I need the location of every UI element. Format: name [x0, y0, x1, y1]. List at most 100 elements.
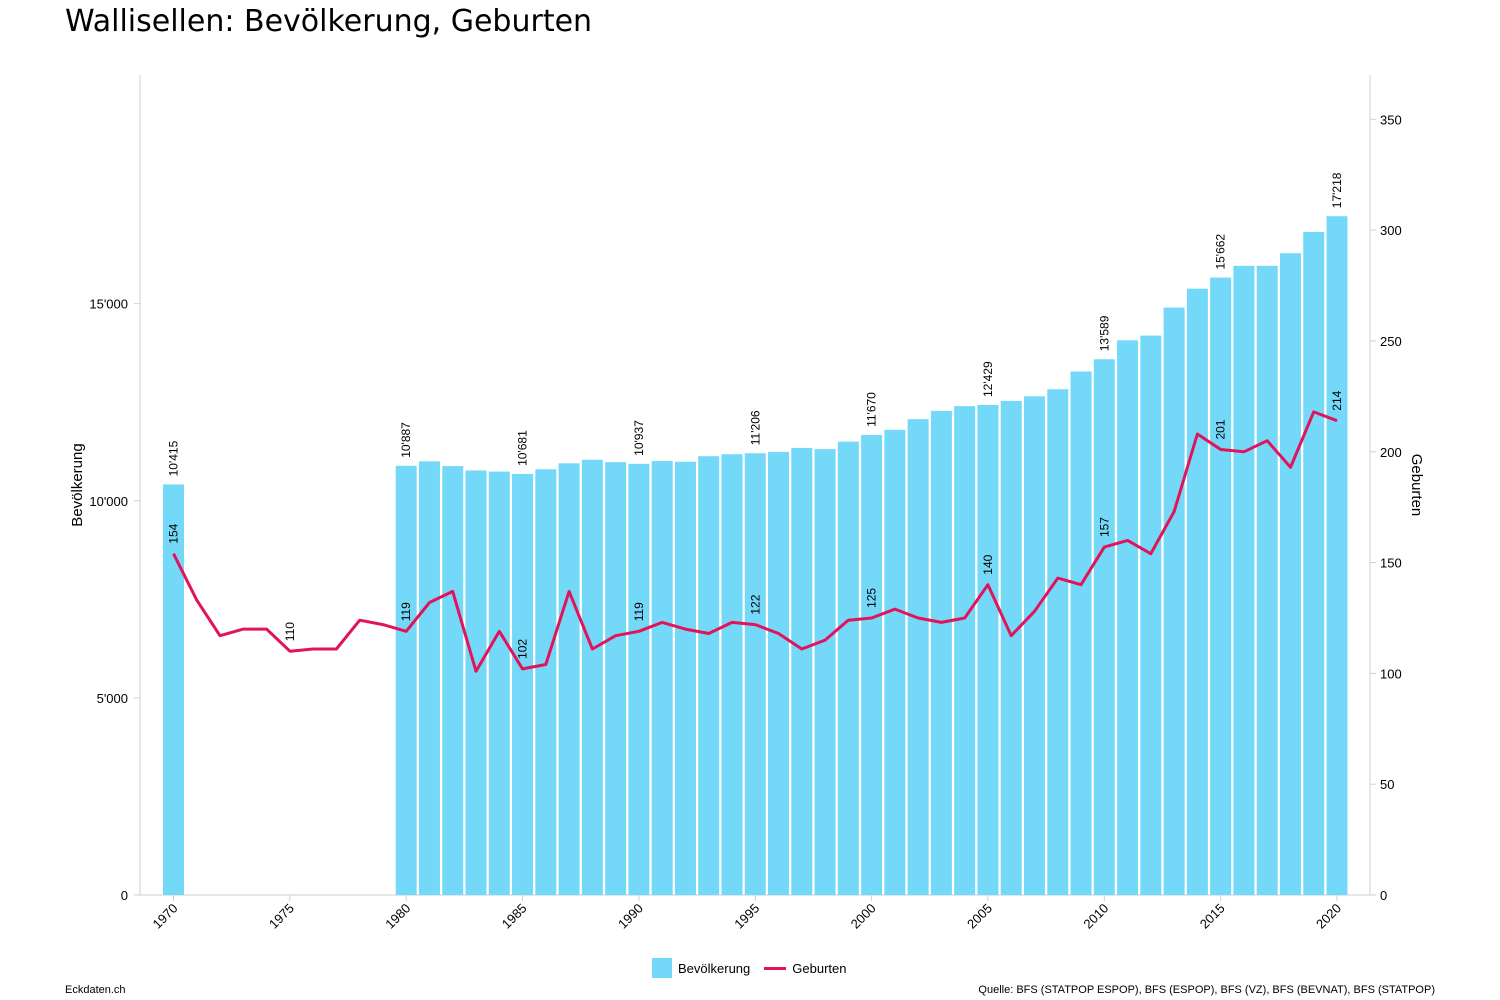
- y-tick-label-right: 0: [1380, 888, 1387, 903]
- bar-value-label: 17'218: [1330, 172, 1344, 208]
- bar: [558, 463, 580, 895]
- line-value-label: 157: [1097, 517, 1111, 537]
- bar-value-label: 10'415: [167, 440, 181, 476]
- x-tick-label: 1995: [731, 901, 762, 932]
- bar: [465, 470, 487, 895]
- bar: [954, 406, 976, 895]
- bar: [1023, 396, 1045, 895]
- x-tick-label: 1970: [150, 901, 181, 932]
- bar-value-label: 15'662: [1214, 234, 1228, 270]
- bar: [1070, 371, 1092, 895]
- bar: [1210, 277, 1232, 895]
- bar: [791, 447, 813, 895]
- footer-site: Eckdaten.ch: [65, 984, 126, 996]
- x-tick-label: 1975: [266, 901, 297, 932]
- y-tick-label-right: 50: [1380, 777, 1394, 792]
- bar: [651, 460, 673, 895]
- y-tick-label-left: 15'000: [89, 297, 128, 312]
- line-value-label: 119: [399, 602, 413, 621]
- y-tick-label-left: 5'000: [97, 691, 128, 706]
- data-labels: 10'415 10'887 10'681 10'937 11'206 11'670 12'4…: [167, 172, 1345, 659]
- bar: [442, 466, 464, 895]
- bar: [1233, 265, 1255, 895]
- bar: [1186, 288, 1208, 895]
- x-tick-label: 2015: [1197, 901, 1228, 932]
- bar-series-bevoelkerung: [163, 216, 1348, 896]
- bar: [1000, 401, 1022, 895]
- legend-label-bevoelkerung: Bevölkerung: [678, 960, 751, 976]
- legend-swatch-bevoelkerung: [652, 958, 672, 978]
- line-value-label: 102: [516, 639, 530, 659]
- bar: [837, 441, 859, 895]
- y-tick-label-right: 250: [1380, 334, 1402, 349]
- bar: [674, 461, 696, 895]
- line-value-label: 119: [632, 602, 646, 621]
- line-value-label: 122: [748, 594, 762, 614]
- x-tick-label: 1990: [615, 901, 646, 932]
- bar-value-label: 12'429: [981, 361, 995, 397]
- bar: [163, 484, 184, 895]
- bar: [814, 449, 836, 895]
- bar: [861, 434, 883, 895]
- x-tick-label: 2010: [1080, 901, 1111, 932]
- bar: [1047, 389, 1069, 895]
- bar: [1256, 265, 1278, 895]
- bar: [1163, 307, 1185, 895]
- bar: [907, 419, 929, 895]
- line-value-label: 214: [1330, 390, 1344, 410]
- line-value-label: 154: [167, 523, 181, 543]
- bar: [698, 456, 720, 895]
- bar-value-label: 10'681: [516, 430, 530, 466]
- bar-value-label: 11'206: [748, 410, 762, 445]
- line-value-label: 201: [1214, 419, 1228, 439]
- line-value-label: 140: [981, 554, 995, 574]
- y-tick-label-right: 100: [1380, 666, 1402, 681]
- y-tick-label-right: 300: [1380, 223, 1402, 238]
- x-tick-label: 2005: [964, 901, 995, 932]
- legend-label-geburten: Geburten: [792, 960, 847, 976]
- bar: [1140, 335, 1162, 895]
- x-tick-label: 2020: [1313, 901, 1344, 932]
- bar-value-label: 10'887: [399, 422, 413, 458]
- bar: [395, 465, 417, 895]
- bar: [721, 454, 743, 895]
- bar: [1279, 253, 1301, 895]
- bar: [1326, 216, 1348, 896]
- y-tick-label-right: 200: [1380, 445, 1402, 460]
- bar: [605, 462, 627, 895]
- legend-swatch-geburten: [764, 966, 787, 970]
- chart-title: Wallisellen: Bevölkerung, Geburten: [65, 4, 593, 39]
- y-axis-title-left: Bevölkerung: [69, 443, 86, 526]
- x-tick-label: 1980: [382, 901, 413, 932]
- line-path: [172, 410, 1338, 673]
- line-value-label: 125: [865, 588, 879, 608]
- bar: [977, 405, 999, 895]
- bar-value-label: 13'589: [1097, 315, 1111, 351]
- bar-value-label: 10'937: [632, 420, 646, 456]
- bar: [1117, 340, 1139, 895]
- bar: [744, 453, 766, 895]
- footer-source: Quelle: BFS (STATPOP ESPOP), BFS (ESPOP)…: [978, 984, 1435, 996]
- bar: [535, 469, 557, 895]
- x-tick-label: 2000: [848, 901, 879, 932]
- x-tick-label: 1985: [499, 901, 530, 932]
- bar: [884, 429, 906, 895]
- line-series-geburten: [172, 410, 1338, 673]
- y-axis-title-right: Geburten: [1408, 454, 1425, 517]
- line-value-label: 110: [283, 622, 297, 641]
- legend: Bevölkerung Geburten: [652, 958, 846, 978]
- bar: [418, 461, 440, 895]
- bar: [628, 463, 650, 895]
- y-tick-label-right: 150: [1380, 556, 1402, 571]
- bar: [1093, 359, 1115, 896]
- y-tick-label-right: 350: [1380, 112, 1402, 127]
- bar: [581, 459, 603, 895]
- bar-value-label: 11'670: [865, 392, 879, 427]
- bar: [512, 473, 534, 895]
- y-tick-label-left: 10'000: [89, 494, 128, 509]
- bar: [1303, 231, 1325, 896]
- bar: [488, 471, 510, 895]
- bar: [768, 451, 790, 895]
- bar: [930, 410, 952, 895]
